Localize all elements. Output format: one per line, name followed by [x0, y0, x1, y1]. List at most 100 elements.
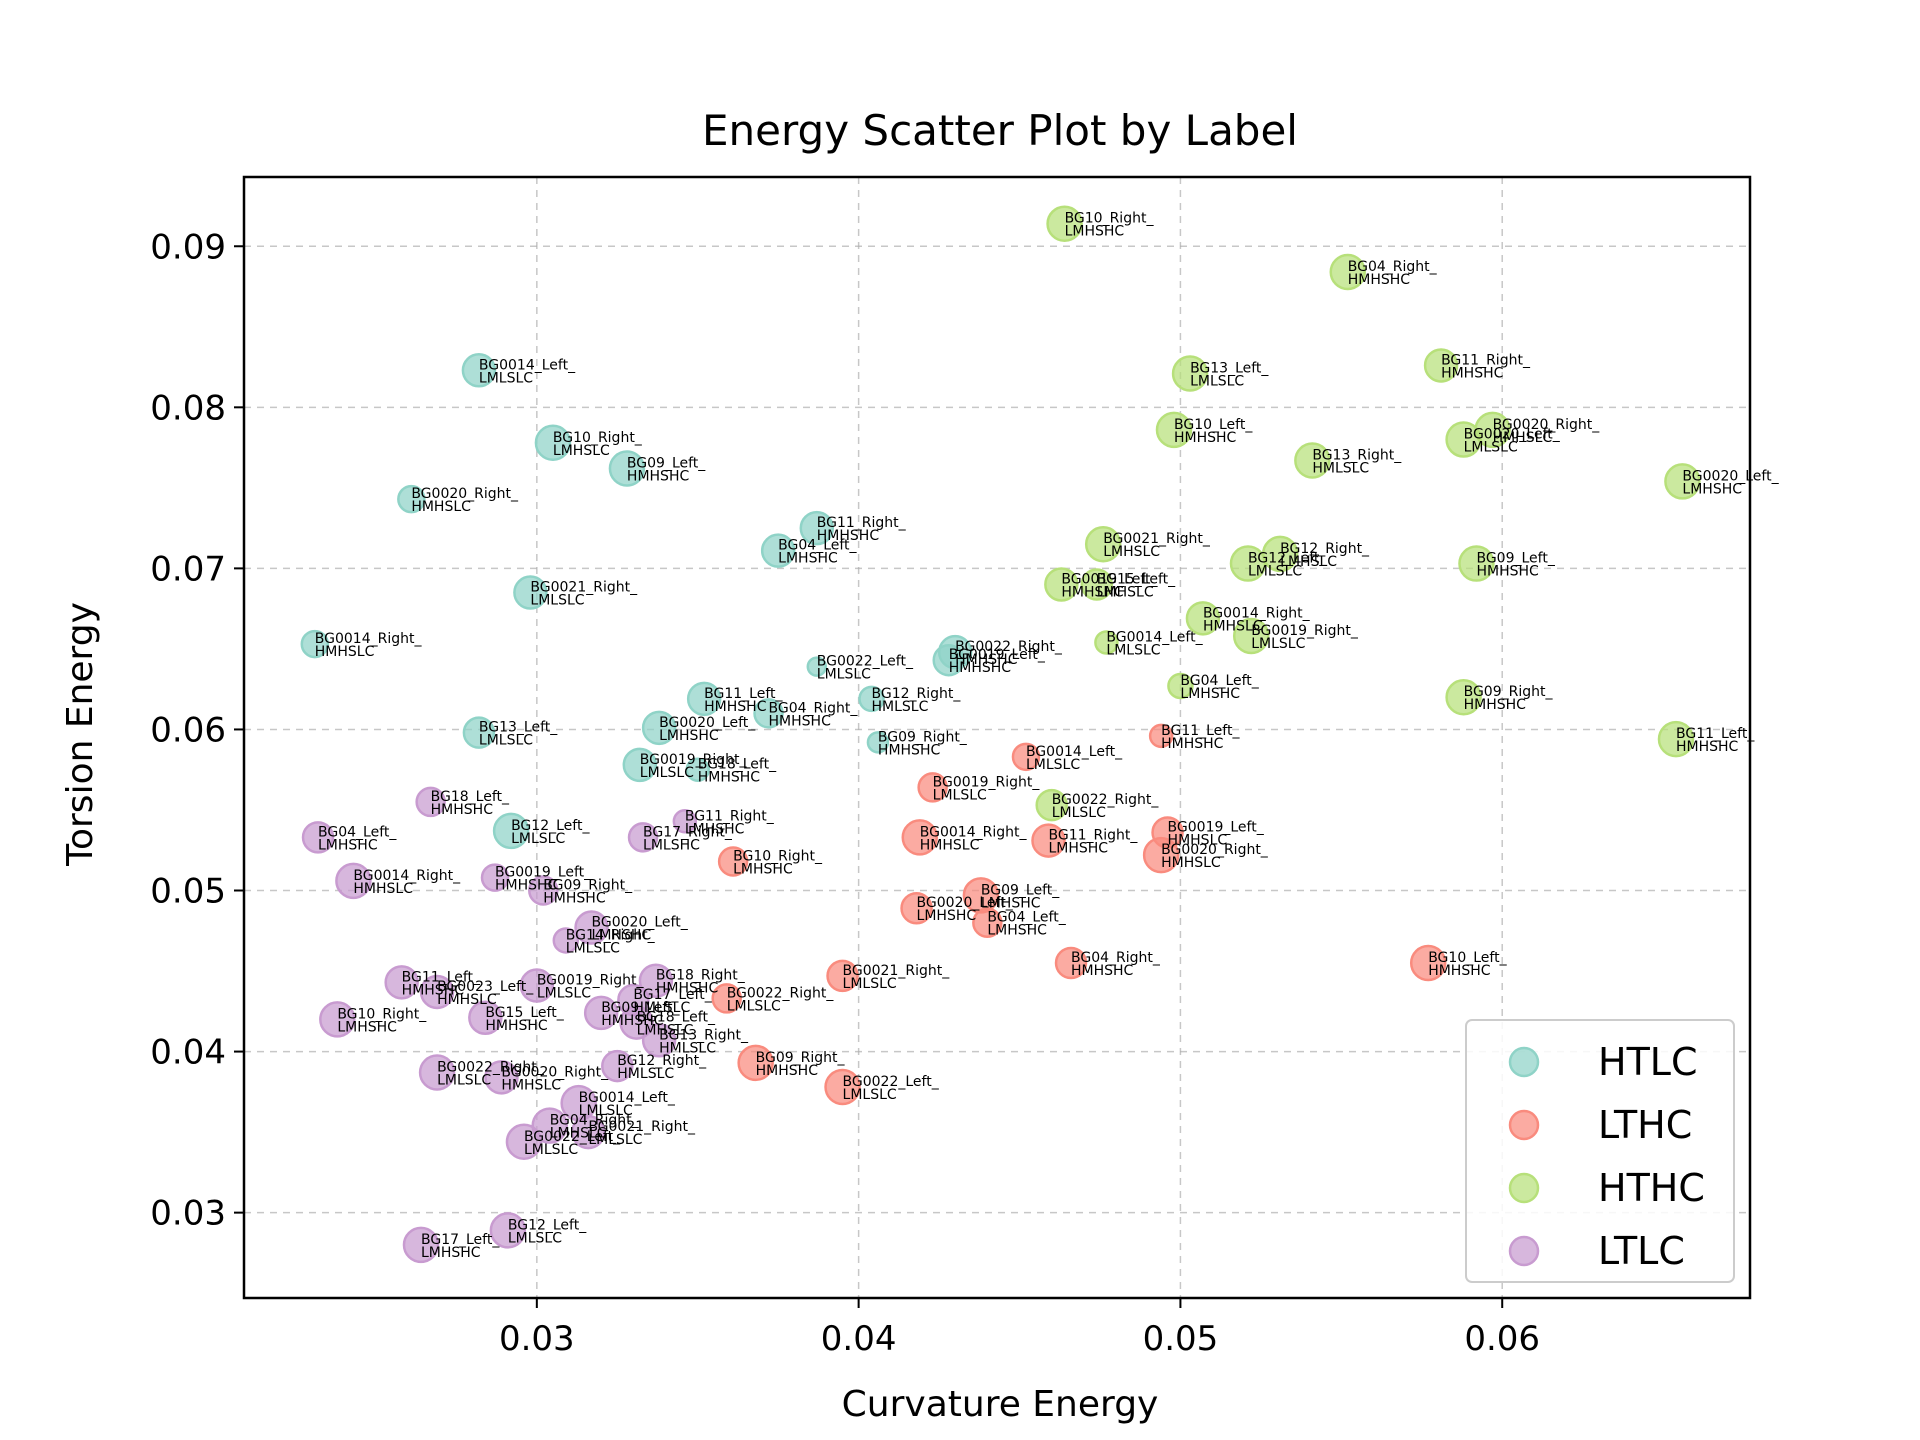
- point-sublabel: LMHSHC: [733, 862, 793, 878]
- point-label: BG11_Right_: [1441, 352, 1531, 368]
- point-label: BG04_Right_: [1348, 259, 1438, 275]
- point-label: BG13_Right_: [659, 1027, 749, 1043]
- point-sublabel: HMHSHC: [627, 469, 690, 485]
- scatter-point-hthc: [1294, 442, 1331, 479]
- scatter-point-htlc: [932, 643, 965, 677]
- scatter-point-ltlc: [627, 822, 659, 853]
- scatter-point-ltlc: [641, 1023, 677, 1058]
- scatter-point-lthc: [824, 1068, 861, 1106]
- point-sublabel: LMHSHC: [685, 821, 745, 837]
- point-label: BG14_Right_: [566, 927, 656, 943]
- legend-entry: HTHC: [1598, 1166, 1705, 1210]
- point-sublabel: LMLSLC: [437, 1073, 491, 1089]
- point-label: BG11_Right_: [817, 515, 907, 531]
- point-sublabel: LMLSLC: [479, 733, 533, 749]
- point-sublabel: HMHSLC: [1203, 618, 1263, 634]
- point-sublabel: LMLSLC: [843, 976, 897, 992]
- point-label: BG0020_Left_: [1464, 427, 1561, 443]
- point-sublabel: HMHSHC: [1348, 272, 1411, 288]
- point-label: BG0020_Right_: [1493, 417, 1601, 433]
- point-sublabel: LMHSHC: [1065, 224, 1125, 240]
- scatter-point-lthc: [711, 983, 742, 1014]
- point-sublabel: LMHSHC: [659, 728, 719, 744]
- scatter-point-ltlc: [638, 963, 674, 998]
- point-label: BG15_Left_: [485, 1005, 564, 1021]
- point-sublabel: LMHSHC: [778, 551, 838, 567]
- y-axis-label: Torsion Energy: [60, 602, 101, 867]
- chart-title: Energy Scatter Plot by Label: [702, 106, 1298, 155]
- point-label: BG09_Right_: [756, 1050, 846, 1066]
- point-sublabel: LMLSLC: [1464, 440, 1518, 456]
- point-label: BG0020_Left_: [592, 915, 689, 931]
- scatter-point-hthc: [1458, 545, 1495, 582]
- scatter-point-ltlc: [672, 809, 698, 834]
- scatter-point-hthc: [1423, 348, 1459, 383]
- point-label: BG09_Left_: [1476, 551, 1555, 567]
- scatter-point-htlc: [806, 656, 828, 677]
- legend-marker: [1508, 1109, 1540, 1141]
- point-label: BG10_Right_: [337, 1006, 427, 1022]
- point-label: BG0020_Left_: [917, 895, 1014, 911]
- point-label: BG04_Right_: [550, 1113, 640, 1129]
- point-label: BG0021_Right_: [588, 1119, 696, 1135]
- point-sublabel: LMLSLC: [843, 1087, 897, 1103]
- scatter-point-htlc: [760, 533, 796, 568]
- point-label: BG10_Right_: [553, 430, 643, 446]
- y-tick-label: 0.05: [150, 872, 226, 912]
- point-label: BG17_Left_: [633, 987, 712, 1003]
- point-label: BG0021_Right_: [530, 580, 638, 596]
- point-label: BG12_Right_: [872, 686, 962, 702]
- scatter-point-ltlc: [415, 786, 446, 818]
- scatter-point-ltlc: [619, 1005, 654, 1040]
- scatter-point-ltlc: [571, 1114, 606, 1150]
- scatter-point-hthc: [1046, 205, 1083, 242]
- point-label: BG13_Right_: [1312, 447, 1402, 463]
- scatter-point-htlc: [858, 685, 885, 713]
- point-label: BG04_Left_: [778, 538, 857, 554]
- scatter-point-htlc: [622, 747, 658, 783]
- point-label: BG0019_Left_: [1061, 571, 1158, 587]
- point-label: BG0020_Right_: [501, 1064, 609, 1080]
- scatter-point-hthc: [1171, 355, 1209, 392]
- point-label: BG09_Left_: [981, 882, 1060, 898]
- point-sublabel: LMLSLC: [1052, 805, 1106, 821]
- point-sublabel: LMLSLC: [511, 831, 565, 847]
- point-label: BG12_Right_: [1280, 541, 1370, 557]
- point-sublabel: LMHSLC: [1280, 554, 1337, 570]
- point-label: BG11_Left_: [1161, 723, 1240, 739]
- axis-ticks: 0.03 0.04 0.05 0.06 0.03 0.04 0.05 0.06 0.07 0.08…: [150, 227, 1540, 1359]
- point-sublabel: LMLSLC: [479, 370, 533, 386]
- point-label: BG09_Left_: [601, 1000, 680, 1016]
- point-label: BG10_Right_: [1065, 211, 1155, 227]
- point-sublabel: LMLSLC: [1106, 642, 1160, 658]
- point-sublabel: LMHSHC: [987, 923, 1047, 939]
- point-sublabel: LMHSHC: [917, 908, 977, 924]
- scatter-point-htlc: [686, 681, 722, 717]
- scatter-point-hthc: [1185, 601, 1221, 636]
- scatter-point-lthc: [901, 819, 939, 856]
- scatter-point-ltlc: [552, 927, 580, 954]
- y-tick-label: 0.04: [150, 1033, 226, 1073]
- point-sublabel: LMHSHC: [1048, 841, 1108, 857]
- scatter-point-htlc: [866, 731, 890, 754]
- point-label: BG11_Left_: [704, 686, 783, 702]
- legend-marker: [1508, 1235, 1540, 1267]
- scatter-point-ltlc: [484, 1060, 519, 1095]
- point-label: BG0020_Left_: [1682, 468, 1779, 484]
- point-sublabel: LMHSHC: [337, 1019, 397, 1035]
- point-sublabel: HMHSHC: [698, 770, 761, 786]
- point-sublabel: HMHSHC: [543, 891, 606, 907]
- point-sublabel: LMHSHC: [981, 895, 1041, 911]
- point-label: BG0022_Left_: [843, 1074, 940, 1090]
- point-label: BG12_Left_: [508, 1217, 587, 1233]
- point-sublabel: LMLSLC: [1190, 373, 1244, 389]
- point-label: BG04_Left_: [987, 910, 1066, 926]
- point-sublabel: HMHSHC: [878, 742, 941, 758]
- scatter-point-ltlc: [531, 1107, 568, 1144]
- plot-frame: [242, 175, 1752, 1300]
- scatter-point-htlc: [462, 716, 496, 749]
- point-label: BG0020_Right_: [411, 486, 519, 502]
- scatter-point-lthc: [972, 907, 1003, 938]
- point-sublabel: HMHSHC: [1061, 584, 1124, 600]
- point-sublabel: HMHSHC: [955, 652, 1018, 668]
